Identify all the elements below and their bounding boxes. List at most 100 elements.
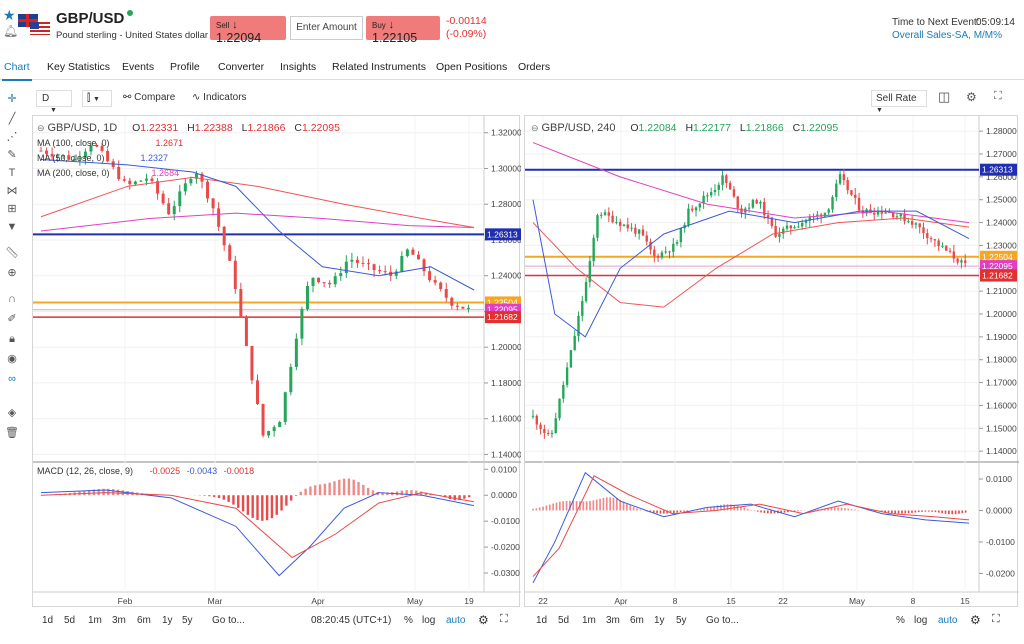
time-tick-label: 19 [464, 596, 474, 606]
trash-icon[interactable]: 🗑︎ [5, 427, 19, 439]
fullscreen-icon[interactable]: ⛶ [994, 90, 1002, 102]
candle-body [228, 245, 232, 261]
star-icon[interactable]: ★ [3, 7, 16, 23]
tab-related-instruments[interactable]: Related Instruments [332, 61, 426, 73]
right-chart-pane[interactable]: 1.28000 1.27000 1.26000 1.25000 1.24000 1.230… [524, 115, 1019, 608]
next-event-time: 05:09:14 [976, 17, 1015, 28]
tf-1m[interactable]: 1m [582, 615, 596, 626]
tab-open-positions[interactable]: Open Positions [436, 61, 508, 73]
tab-profile[interactable]: Profile [170, 61, 200, 73]
left-open: 1.22331 [140, 122, 179, 134]
tf-5y[interactable]: 5y [676, 615, 687, 626]
tab-orders[interactable]: Orders [518, 61, 551, 73]
eye-icon[interactable]: ◉ [7, 353, 17, 365]
candle-body [361, 262, 365, 264]
ruler-icon[interactable]: 📏︎ [5, 247, 19, 259]
indicators-button[interactable]: ∿ Indicators [192, 92, 247, 103]
percent-toggle[interactable]: % [404, 615, 413, 626]
tf-1m[interactable]: 1m [88, 615, 102, 626]
candle-body [535, 415, 538, 425]
candle-body [789, 225, 793, 229]
tf-5y[interactable]: 5y [182, 615, 193, 626]
ma-blue-line [532, 199, 970, 338]
fullscreen-icon[interactable]: ⛶ [500, 613, 508, 625]
bell-icon[interactable]: 🔔︎ [3, 24, 19, 38]
next-event-link[interactable]: Overall Sales-SA, M/M% [892, 30, 1003, 41]
candle-body [328, 282, 332, 285]
candle-body [56, 155, 60, 157]
tf-1y[interactable]: 1y [654, 615, 665, 626]
brush-icon[interactable]: ✎ [7, 149, 17, 161]
left-chart-title: GBP/USD, 1D [47, 122, 118, 134]
fullscreen-icon[interactable]: ⛶ [992, 613, 1000, 625]
tab-events[interactable]: Events [122, 61, 155, 73]
left-chart-svg[interactable]: 1.320001.300001.280001.260001.240001.220… [33, 116, 521, 608]
price-tick-label: 1.21000 [986, 286, 1017, 296]
gear-icon[interactable]: ⚙ [966, 90, 977, 104]
candle-body [782, 228, 785, 234]
interval-select[interactable]: D ▼ [36, 90, 72, 114]
tf-6m[interactable]: 6m [630, 615, 644, 626]
candle-body [778, 233, 781, 237]
candle-body [394, 271, 398, 276]
candle-body [372, 264, 376, 271]
magnet-icon[interactable]: ∩ [8, 293, 16, 305]
trendline-icon[interactable]: ╱ [8, 113, 16, 125]
right-chart-svg[interactable]: 1.28000 1.27000 1.26000 1.25000 1.24000 1.230… [525, 116, 1019, 608]
link-icon[interactable]: ∞ [8, 373, 16, 385]
sell-button[interactable]: Sell ↓ 1.22094 [210, 16, 286, 45]
tab-converter[interactable]: Converter [218, 61, 265, 73]
tf-3m[interactable]: 3m [606, 615, 620, 626]
candle-body [653, 249, 656, 257]
log-toggle[interactable]: log [422, 615, 436, 626]
fib-icon[interactable]: ⋰ [6, 131, 18, 143]
amount-input[interactable]: Enter Amount [290, 16, 363, 40]
layout-icon[interactable]: ◫ [938, 89, 951, 104]
tf-1d[interactable]: 1d [536, 615, 548, 626]
lock-icon[interactable]: 🔒︎ [9, 333, 15, 345]
buy-button[interactable]: Buy ↓ 1.22105 [366, 16, 440, 45]
candle-body [691, 208, 694, 211]
tf-5d[interactable]: 5d [558, 615, 570, 626]
gear-icon[interactable]: ⚙ [970, 613, 981, 627]
collapse-icon[interactable]: ⊖ [531, 123, 539, 133]
tf-6m[interactable]: 6m [137, 615, 151, 626]
tf-5d[interactable]: 5d [64, 615, 76, 626]
macd-tick-label: -0.0300 [491, 568, 520, 578]
sell-rate-select[interactable]: Sell Rate ▼ [871, 90, 927, 114]
candle-body [405, 249, 409, 257]
goto-button[interactable]: Go to... [212, 615, 245, 626]
zoom-icon[interactable]: ⊕ [7, 267, 17, 279]
candle-body [355, 259, 359, 263]
candle-body [194, 173, 198, 179]
auto-toggle[interactable]: auto [938, 615, 958, 626]
gear-icon[interactable]: ⚙ [478, 613, 489, 627]
percent-toggle[interactable]: % [896, 615, 905, 626]
pencil-lock-icon[interactable]: ✐ [7, 313, 17, 325]
compare-button[interactable]: ⚯ Compare [123, 92, 175, 103]
goto-button[interactable]: Go to... [706, 615, 739, 626]
tab-chart[interactable]: Chart [2, 61, 32, 81]
log-toggle[interactable]: log [914, 615, 928, 626]
tab-insights[interactable]: Insights [280, 61, 317, 73]
tf-1d[interactable]: 1d [42, 615, 54, 626]
arrow-down-icon[interactable]: ▼ [6, 221, 18, 233]
pattern-icon[interactable]: ⋈ [6, 185, 18, 197]
forecast-icon[interactable]: ⊞ [7, 203, 17, 215]
candle-body [466, 307, 470, 309]
tf-1y[interactable]: 1y [162, 615, 173, 626]
tab-key-statistics[interactable]: Key Statistics [47, 61, 111, 73]
layers-icon[interactable]: ◈ [7, 407, 17, 419]
ma50-legend: MA (50, close, 0) 1.2327 [37, 153, 168, 163]
auto-toggle[interactable]: auto [446, 615, 466, 626]
left-chart-pane[interactable]: 1.320001.300001.280001.260001.240001.220… [32, 115, 521, 608]
collapse-icon[interactable]: ⊖ [37, 123, 45, 133]
candle-body [649, 241, 652, 250]
chart-type-select[interactable]: ⫿ ▼ [82, 90, 112, 107]
candle-body [283, 392, 287, 422]
candle-body [206, 181, 210, 199]
crosshair-icon[interactable]: ✛ [7, 93, 17, 105]
text-icon[interactable]: T [8, 167, 16, 179]
tf-3m[interactable]: 3m [112, 615, 126, 626]
level-line-pink-tag [980, 260, 1017, 273]
